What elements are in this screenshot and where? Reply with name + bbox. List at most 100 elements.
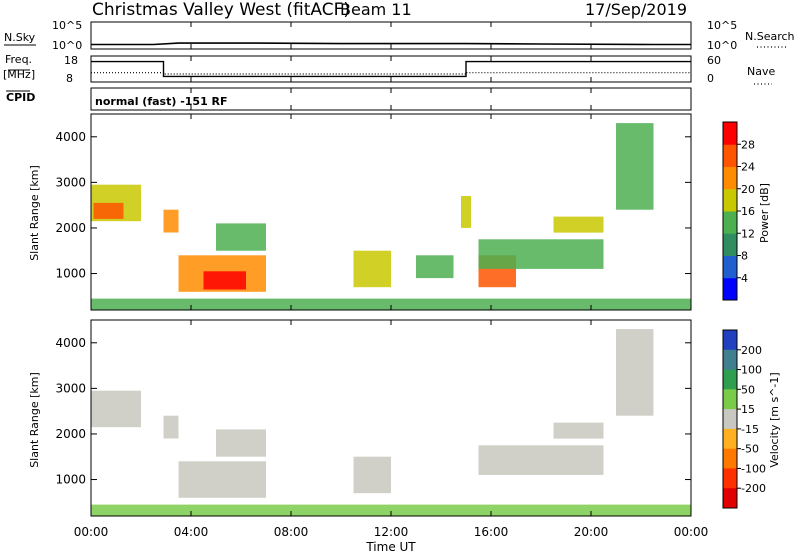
velocity-colorbar-swatch bbox=[723, 409, 737, 430]
power-colorbar-tick-label: 12 bbox=[741, 227, 755, 240]
data-region bbox=[203, 271, 246, 290]
velocity-colorbar-frame bbox=[722, 329, 738, 509]
x-axis-ticks: 00:00 04:00 08:00 12:00 16:00 20:00 00:00 bbox=[74, 22, 709, 539]
velocity-colorbar-tick-label: 50 bbox=[741, 383, 755, 396]
power-colorbar-label: Power [dB] bbox=[758, 183, 771, 243]
velocity-data-layer bbox=[91, 329, 691, 516]
nsearch-label: N.Search bbox=[745, 30, 795, 43]
x-tick-label: 12:00 bbox=[374, 525, 409, 539]
power-y-ticks: 1000 2000 3000 4000 bbox=[55, 130, 691, 281]
beam-label: Beam 11 bbox=[340, 0, 412, 19]
y-tick-label: 2000 bbox=[55, 221, 86, 235]
data-region bbox=[91, 390, 141, 428]
power-colorbar-swatch bbox=[723, 122, 737, 145]
velocity-colorbar-swatch bbox=[723, 468, 737, 489]
power-colorbar-tick-label: 8 bbox=[741, 250, 748, 263]
x-tick-label: 20:00 bbox=[574, 525, 609, 539]
power-colorbar-swatch bbox=[723, 255, 737, 279]
velocity-colorbar-swatch bbox=[723, 389, 737, 410]
power-colorbar-swatch bbox=[723, 144, 737, 167]
data-region bbox=[163, 415, 179, 439]
data-region bbox=[178, 461, 266, 498]
data-region bbox=[616, 329, 654, 416]
velocity-colorbar-swatch bbox=[723, 428, 737, 450]
data-region bbox=[91, 298, 691, 310]
data-region bbox=[216, 223, 266, 251]
data-region bbox=[553, 422, 604, 439]
x-tick-label: 16:00 bbox=[474, 525, 509, 539]
y-tick-label: 2000 bbox=[55, 427, 86, 441]
y-tick-label: 1000 bbox=[55, 267, 86, 281]
velocity-colorbar-tick-label: 200 bbox=[741, 344, 762, 357]
velocity-y-ticks: 1000 2000 3000 4000 bbox=[55, 336, 691, 487]
power-colorbar-tick-label: 16 bbox=[741, 205, 755, 218]
power-colorbar-tick-label: 28 bbox=[741, 138, 755, 151]
power-colorbar: 4 8 12 16 20 24 28 bbox=[722, 121, 755, 301]
data-region bbox=[416, 255, 454, 279]
y-tick-label: 4000 bbox=[55, 130, 86, 144]
data-region bbox=[616, 123, 654, 210]
power-colorbar-swatch bbox=[723, 277, 737, 301]
velocity-colorbar-tick-label: 15 bbox=[741, 403, 755, 416]
y-tick-label: 1000 bbox=[55, 473, 86, 487]
velocity-colorbar-label: Velocity [m s^-1] bbox=[768, 372, 781, 467]
plot-title: Christmas Valley West (fitACF) bbox=[92, 0, 350, 20]
velocity-colorbar-tick-label: -200 bbox=[741, 482, 766, 495]
freq-left-tick-bottom: 8 bbox=[66, 72, 73, 85]
power-y-axis-label: Slant Range [km] bbox=[28, 165, 41, 261]
velocity-colorbar-tick-label: -15 bbox=[741, 423, 759, 436]
freq-label-line2: [MHz] bbox=[3, 68, 35, 81]
data-region bbox=[478, 239, 604, 269]
velocity-colorbar-swatch bbox=[723, 488, 737, 509]
freq-label-line1: Freq. bbox=[5, 53, 32, 66]
data-region bbox=[163, 209, 179, 233]
x-tick-label: 04:00 bbox=[174, 525, 209, 539]
data-region bbox=[93, 202, 124, 219]
x-tick-label: 00:00 bbox=[74, 525, 109, 539]
nave-series bbox=[91, 72, 691, 75]
data-region bbox=[553, 216, 604, 233]
data-region bbox=[461, 196, 471, 228]
y-tick-label: 3000 bbox=[55, 175, 86, 189]
y-tick-label: 4000 bbox=[55, 336, 86, 350]
data-region bbox=[478, 445, 604, 475]
power-colorbar-swatch bbox=[723, 211, 737, 234]
velocity-colorbar-tick-label: -50 bbox=[741, 443, 759, 456]
power-colorbar-swatch bbox=[723, 233, 737, 256]
freq-series bbox=[91, 60, 691, 78]
data-region bbox=[353, 456, 391, 494]
velocity-colorbar-tick-label: 100 bbox=[741, 364, 762, 377]
data-region bbox=[353, 250, 391, 288]
data-region bbox=[91, 504, 691, 516]
noise-left-tick-bottom: 10^0 bbox=[52, 39, 82, 52]
noise-left-tick-top: 10^5 bbox=[52, 19, 82, 32]
velocity-colorbar-swatch bbox=[723, 349, 737, 371]
freq-left-tick-top: 18 bbox=[64, 54, 78, 67]
noise-right-tick-top: 10^5 bbox=[707, 19, 737, 32]
nsky-series bbox=[91, 42, 691, 46]
data-region bbox=[216, 429, 266, 457]
nave-label: Nave bbox=[747, 65, 775, 78]
x-axis-label: Time UT bbox=[365, 540, 416, 554]
power-colorbar-tick-label: 20 bbox=[741, 183, 755, 196]
power-colorbar-tick-label: 24 bbox=[741, 161, 755, 174]
power-colorbar-tick-label: 4 bbox=[741, 272, 748, 285]
noise-right-tick-bottom: 10^0 bbox=[707, 39, 737, 52]
x-tick-label: 00:00 bbox=[674, 525, 709, 539]
velocity-colorbar-swatch bbox=[723, 369, 737, 390]
power-data-layer bbox=[91, 123, 691, 310]
cpid-label: CPID bbox=[6, 91, 35, 104]
nsky-label: N.Sky bbox=[4, 31, 36, 44]
velocity-colorbar-swatch bbox=[723, 448, 737, 469]
y-tick-label: 3000 bbox=[55, 381, 86, 395]
freq-right-tick-top: 60 bbox=[707, 54, 721, 67]
velocity-y-axis-label: Slant Range [km] bbox=[28, 372, 41, 468]
power-colorbar-swatch bbox=[723, 188, 737, 212]
cpid-text: normal (fast) -151 RF bbox=[95, 95, 228, 108]
velocity-colorbar: 200 100 50 15 -15 -50 -100 -200 bbox=[722, 329, 766, 509]
freq-right-tick-bottom: 0 bbox=[707, 72, 714, 85]
velocity-colorbar-swatch bbox=[723, 330, 737, 351]
date-label: 17/Sep/2019 bbox=[585, 0, 687, 19]
x-tick-label: 08:00 bbox=[274, 525, 309, 539]
